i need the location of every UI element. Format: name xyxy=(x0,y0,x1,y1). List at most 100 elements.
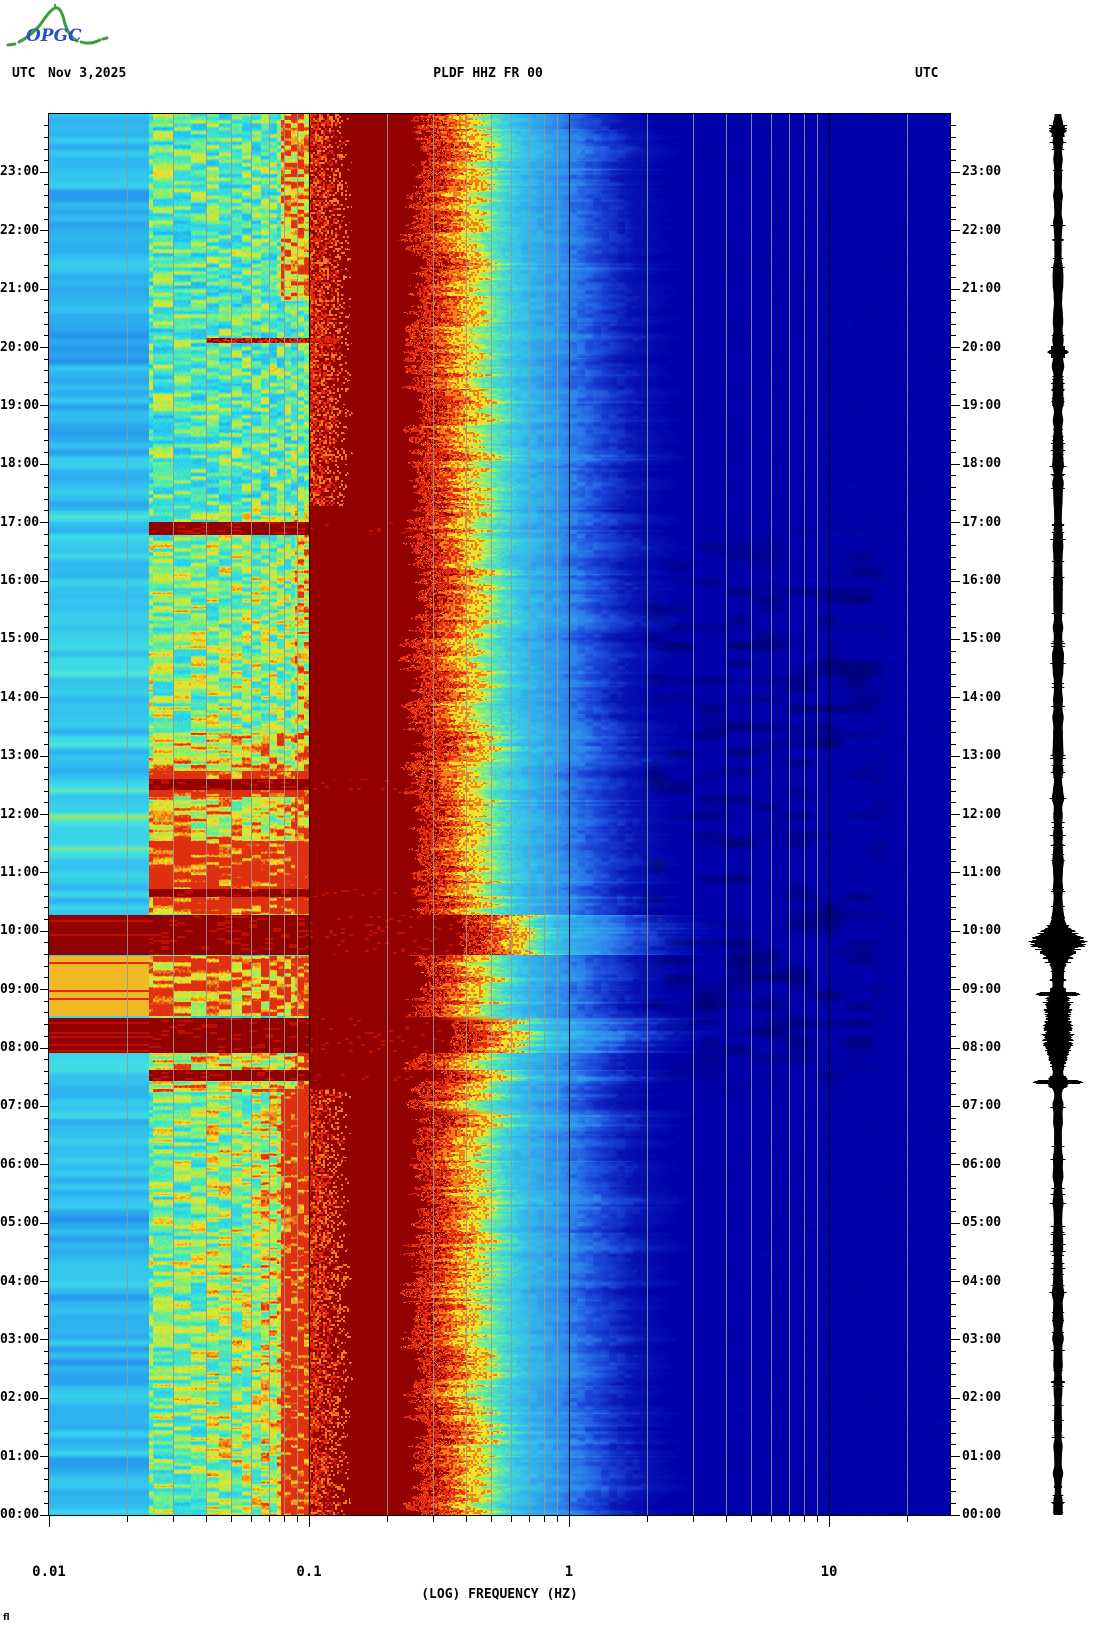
y-tick xyxy=(44,790,49,792)
y-tick xyxy=(44,370,49,372)
y-tick xyxy=(44,1467,49,1469)
y-tick xyxy=(951,860,956,862)
y-tick xyxy=(44,1386,49,1388)
y-tick xyxy=(40,288,49,290)
y-tick-label: 18:00 xyxy=(0,456,40,472)
x-minor-tick xyxy=(466,1516,467,1522)
y-tick xyxy=(44,1491,49,1493)
y-tick xyxy=(44,428,49,430)
y-tick xyxy=(44,1327,49,1329)
x-minor-tick xyxy=(751,1516,752,1522)
y-tick xyxy=(40,755,49,757)
y-tick xyxy=(951,907,956,909)
y-tick xyxy=(951,662,956,664)
y-tick xyxy=(951,708,956,710)
y-tick xyxy=(40,1047,49,1049)
y-tick xyxy=(951,1024,956,1026)
y-tick xyxy=(951,1292,956,1294)
y-tick xyxy=(40,872,49,874)
y-tick xyxy=(951,1409,956,1411)
y-tick-label: 20:00 xyxy=(962,339,1002,355)
y-tick-label: 06:00 xyxy=(962,1156,1002,1172)
footer-mark: ﬂ xyxy=(3,1613,10,1623)
y-tick-label: 14:00 xyxy=(0,689,40,705)
y-tick xyxy=(951,206,956,208)
y-tick xyxy=(951,370,956,372)
y-tick-label: 17:00 xyxy=(962,514,1002,530)
y-tick xyxy=(951,288,960,290)
y-tick-label: 12:00 xyxy=(0,806,40,822)
y-tick xyxy=(951,1012,956,1014)
y-tick-label: 18:00 xyxy=(962,456,1002,472)
y-tick xyxy=(951,1281,960,1282)
y-tick xyxy=(951,1035,956,1037)
y-tick xyxy=(44,253,49,255)
y-tick xyxy=(44,1316,49,1318)
y-tick xyxy=(40,580,49,582)
y-tick xyxy=(44,533,49,535)
y-tick xyxy=(951,1210,956,1212)
x-minor-tick xyxy=(206,1516,207,1522)
y-tick xyxy=(951,148,956,150)
y-tick-label: 19:00 xyxy=(962,397,1002,413)
y-tick xyxy=(44,942,49,944)
y-tick xyxy=(44,568,49,570)
y-tick xyxy=(44,1292,49,1294)
y-tick xyxy=(951,1316,956,1318)
y-tick xyxy=(951,580,960,582)
y-tick xyxy=(951,1351,956,1353)
y-tick xyxy=(44,311,49,313)
y-tick-label: 13:00 xyxy=(0,748,40,764)
y-tick xyxy=(40,1164,49,1166)
y-tick xyxy=(44,708,49,710)
y-tick-label: 15:00 xyxy=(0,631,40,647)
header-date: Nov 3,2025 xyxy=(48,66,127,81)
x-minor-tick xyxy=(804,1516,805,1522)
y-tick xyxy=(951,755,960,757)
y-tick xyxy=(40,522,49,524)
y-tick xyxy=(951,1386,956,1388)
y-tick xyxy=(44,1012,49,1014)
y-tick xyxy=(44,1152,49,1154)
y-tick-label: 09:00 xyxy=(0,981,40,997)
y-tick xyxy=(44,393,49,395)
y-tick xyxy=(40,1281,49,1282)
y-tick xyxy=(40,930,49,932)
y-tick xyxy=(951,790,956,792)
y-tick xyxy=(951,311,956,313)
y-tick-label: 09:00 xyxy=(962,981,1002,997)
y-tick xyxy=(44,849,49,851)
y-tick xyxy=(40,230,49,232)
y-tick xyxy=(44,919,49,921)
y-tick-label: 10:00 xyxy=(962,923,1002,939)
y-tick xyxy=(44,183,49,185)
y-tick xyxy=(951,1175,956,1177)
y-tick-label: 00:00 xyxy=(0,1507,40,1522)
x-minor-tick xyxy=(693,1516,694,1522)
y-tick xyxy=(951,417,956,419)
x-minor-tick xyxy=(173,1516,174,1522)
y-tick xyxy=(951,732,956,734)
y-tick xyxy=(951,685,956,687)
y-tick xyxy=(951,1479,956,1481)
y-tick xyxy=(44,685,49,687)
y-tick xyxy=(44,1140,49,1142)
y-tick-label: 11:00 xyxy=(0,864,40,880)
header-utc-left: UTC xyxy=(12,66,36,81)
y-tick xyxy=(44,358,49,360)
y-tick xyxy=(951,1199,956,1201)
y-tick-label: 15:00 xyxy=(962,631,1002,647)
spectrogram-heatmap xyxy=(48,113,951,1516)
y-tick-label: 20:00 xyxy=(0,339,40,355)
y-tick xyxy=(951,195,956,197)
y-tick xyxy=(951,265,956,267)
y-tick xyxy=(951,568,956,570)
y-tick xyxy=(44,510,49,512)
x-tick-label: 0.1 xyxy=(296,1564,322,1580)
y-tick xyxy=(951,1269,956,1271)
header-utc-right: UTC xyxy=(915,66,939,81)
y-tick xyxy=(44,265,49,267)
y-tick xyxy=(44,592,49,594)
y-tick xyxy=(951,1094,956,1096)
y-tick-label: 23:00 xyxy=(0,164,40,180)
